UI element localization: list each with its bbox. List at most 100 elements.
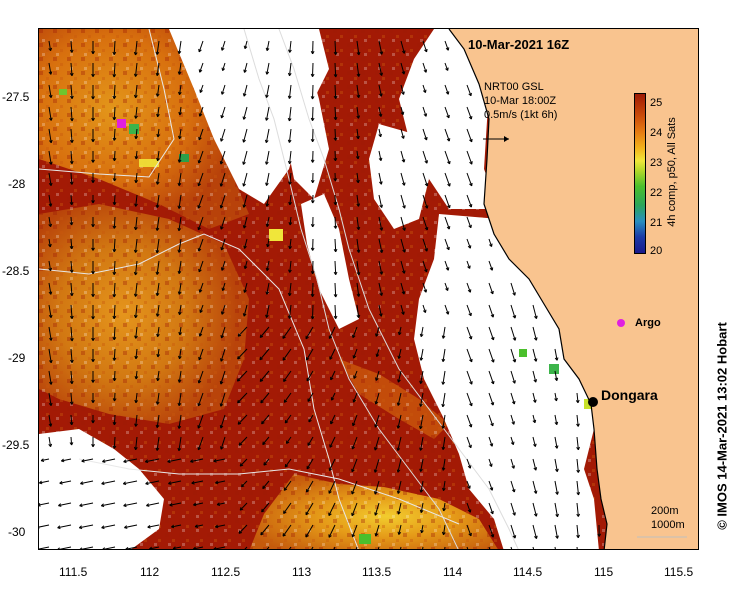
current-vector-head: [220, 246, 225, 251]
current-vector-head: [442, 487, 446, 491]
current-vector: [352, 414, 358, 426]
dongara-marker-icon[interactable]: [588, 397, 598, 407]
current-vector-head: [261, 420, 265, 425]
current-vector: [48, 128, 52, 143]
current-vector-head: [112, 137, 117, 141]
current-vector-head: [91, 399, 95, 404]
current-vector-head: [134, 399, 139, 404]
current-vector-head: [147, 525, 151, 529]
current-vector: [220, 392, 226, 407]
current-vector-head: [333, 271, 338, 275]
current-vector: [113, 370, 116, 381]
current-vector-head: [333, 116, 338, 121]
current-vector: [488, 524, 494, 538]
current-vector-head: [378, 113, 383, 117]
current-vector: [237, 414, 248, 425]
current-vector-head: [91, 73, 95, 77]
current-vector-head: [178, 111, 182, 116]
current-vector-head: [262, 485, 266, 490]
current-vector: [289, 282, 292, 296]
current-vector: [48, 348, 52, 363]
current-vector-head: [241, 483, 245, 488]
current-vector-head: [69, 72, 74, 77]
current-vector: [422, 84, 426, 93]
current-vector-head: [469, 138, 473, 143]
current-vector-head: [419, 509, 424, 514]
current-vector: [266, 172, 270, 186]
current-vector: [488, 392, 494, 406]
current-vector-head: [100, 503, 105, 508]
current-vector-head: [260, 531, 264, 536]
current-vector: [80, 546, 94, 549]
current-vector: [113, 216, 116, 229]
current-vector-head: [534, 535, 538, 539]
current-vector: [444, 282, 449, 291]
current-vector: [215, 480, 226, 484]
current-vector-head: [533, 337, 538, 341]
current-vector-head: [123, 459, 127, 464]
current-vector: [378, 128, 382, 137]
current-vector-head: [112, 315, 117, 319]
current-vector: [260, 392, 270, 404]
current-vector: [397, 436, 402, 451]
current-vector-head: [197, 248, 202, 252]
current-vector-head: [489, 267, 494, 271]
current-vector: [334, 106, 337, 120]
argo-marker-icon[interactable]: [617, 319, 625, 327]
current-vector-head: [511, 400, 516, 405]
current-vector-head: [236, 378, 241, 382]
current-vector-head: [69, 245, 74, 250]
current-vector: [397, 480, 402, 494]
current-vector-head: [397, 331, 402, 336]
current-vector: [39, 524, 50, 528]
current-vector-head: [423, 113, 428, 117]
current-vector-head: [441, 403, 445, 408]
current-vector-head: [533, 379, 538, 383]
current-vector: [197, 194, 204, 209]
isobath-south: [78, 458, 460, 525]
current-vector: [420, 480, 424, 493]
current-vector: [266, 84, 270, 98]
current-vector-head: [287, 292, 292, 297]
current-vector: [157, 370, 160, 381]
isobath-200m: [278, 29, 519, 549]
current-vector: [288, 84, 292, 99]
current-vector: [351, 458, 358, 472]
current-vector-head: [177, 71, 182, 75]
current-vector: [312, 282, 314, 297]
current-vector-head: [58, 503, 62, 507]
current-vector-head: [351, 512, 355, 517]
current-vector: [576, 546, 578, 549]
current-vector-head: [356, 179, 360, 184]
current-vector: [378, 238, 383, 253]
current-vector-head: [48, 182, 53, 187]
current-vector: [147, 524, 160, 528]
current-vector-head: [177, 270, 182, 274]
current-vector-head: [265, 182, 269, 186]
current-vector: [135, 194, 138, 207]
current-vector: [444, 260, 449, 271]
current-vector: [444, 84, 449, 95]
current-vector: [70, 238, 73, 249]
sst-pixel: [549, 364, 559, 374]
current-vector-head: [351, 445, 356, 450]
sst-map[interactable]: [38, 28, 699, 550]
current-vector-head: [441, 381, 446, 385]
current-vector-head: [576, 513, 581, 517]
current-vector-head: [199, 309, 203, 313]
current-vector: [173, 546, 182, 549]
current-vector: [488, 326, 494, 341]
cloud-east: [369, 124, 429, 229]
current-vector: [510, 282, 516, 296]
current-vector: [356, 150, 359, 159]
current-vector: [289, 238, 292, 249]
argo-label: Argo: [635, 317, 661, 329]
current-vector-head: [69, 442, 74, 446]
current-vector: [442, 326, 446, 339]
current-vector: [334, 260, 337, 275]
current-vector-head: [424, 205, 429, 209]
current-vector: [48, 414, 52, 427]
current-vector-head: [490, 314, 495, 318]
current-vector: [213, 458, 226, 462]
current-vector: [266, 62, 270, 75]
